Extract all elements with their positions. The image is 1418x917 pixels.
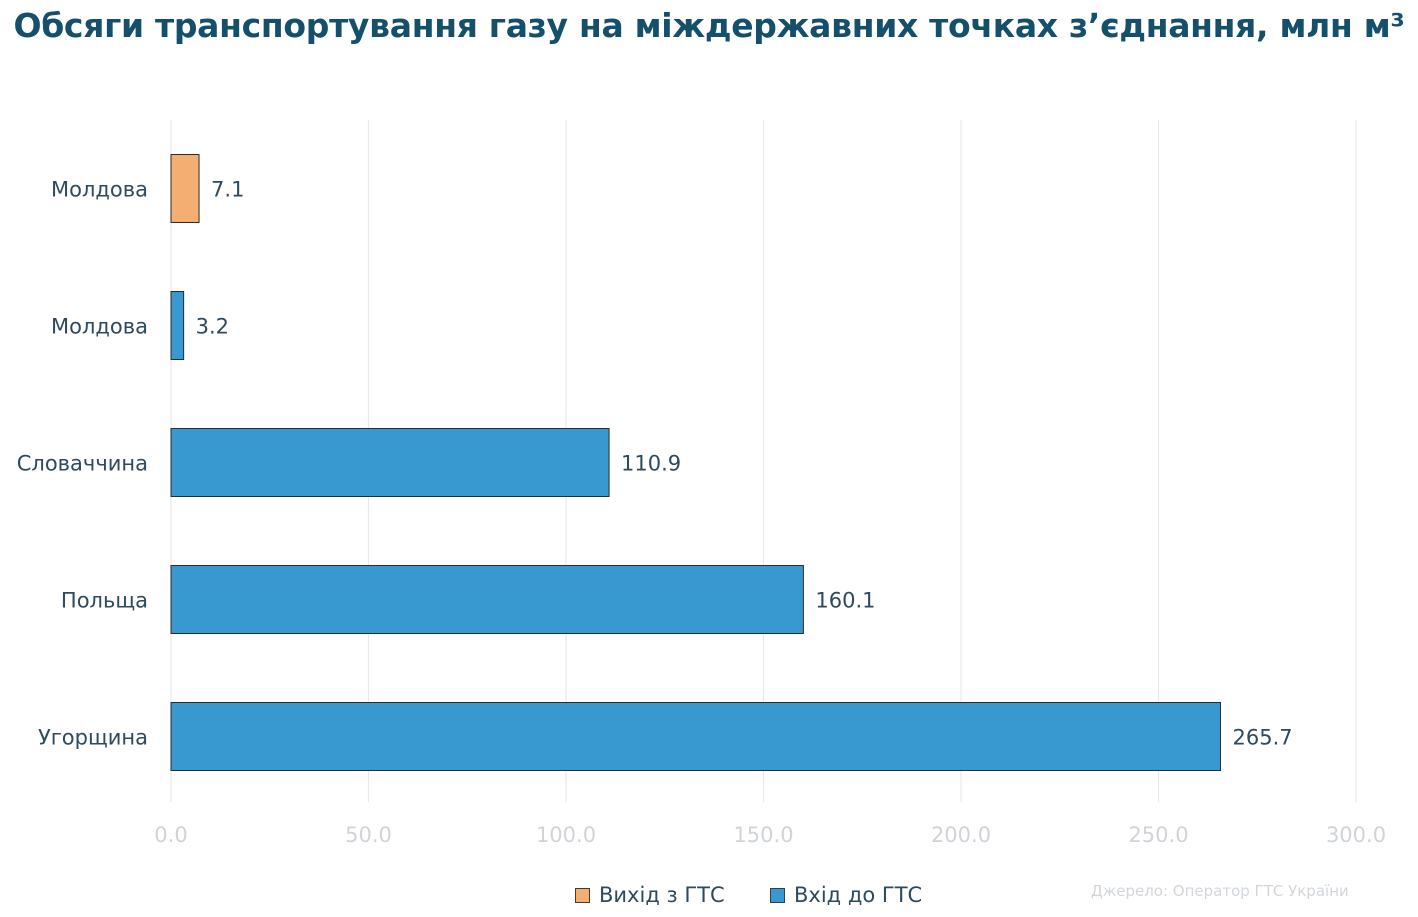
category-label: Словаччина <box>17 452 148 476</box>
data-label: 3.2 <box>196 315 229 339</box>
data-label: 7.1 <box>211 178 244 202</box>
legend-label-entry: Вхід до ГТС <box>794 883 923 907</box>
source-note: Джерело: Оператор ГТС України <box>1091 882 1349 900</box>
data-label: 265.7 <box>1233 726 1293 750</box>
category-label: Польща <box>61 589 148 613</box>
data-label: 110.9 <box>621 452 681 476</box>
bar <box>170 428 610 497</box>
bar <box>170 565 804 634</box>
legend-swatch-entry <box>770 887 785 903</box>
x-tick-label: 300.0 <box>1326 823 1386 847</box>
x-axis-ticks: 0.0 50.0 100.0 150.0 200.0 250.0 300.0 <box>154 823 1386 847</box>
bars <box>170 154 1222 771</box>
x-tick-label: 150.0 <box>733 823 793 847</box>
category-label: Угорщина <box>38 726 148 750</box>
bar <box>170 702 1222 771</box>
legend-swatch-exit <box>575 887 590 903</box>
x-tick-label: 200.0 <box>931 823 991 847</box>
legend: Вихід з ГТС Вхід до ГТС <box>0 880 1418 910</box>
data-labels: 7.1 3.2 110.9 160.1 265.7 <box>196 178 1293 750</box>
chart-title: Обсяги транспортування газу на міждержав… <box>13 6 1405 45</box>
legend-label-exit: Вихід з ГТС <box>599 883 725 907</box>
category-label: Молдова <box>51 315 148 339</box>
category-labels: Молдова Молдова Словаччина Польща Угорщина <box>17 178 148 750</box>
data-label: 160.1 <box>815 589 875 613</box>
x-tick-label: 250.0 <box>1128 823 1188 847</box>
legend-item-entry: Вхід до ГТС <box>770 880 922 910</box>
x-tick-label: 100.0 <box>536 823 596 847</box>
bar <box>170 291 185 360</box>
x-tick-label: 50.0 <box>345 823 392 847</box>
bar <box>170 154 200 223</box>
category-label: Молдова <box>51 178 148 202</box>
x-tick-label: 0.0 <box>154 823 187 847</box>
legend-item-exit: Вихід з ГТС <box>575 880 725 910</box>
